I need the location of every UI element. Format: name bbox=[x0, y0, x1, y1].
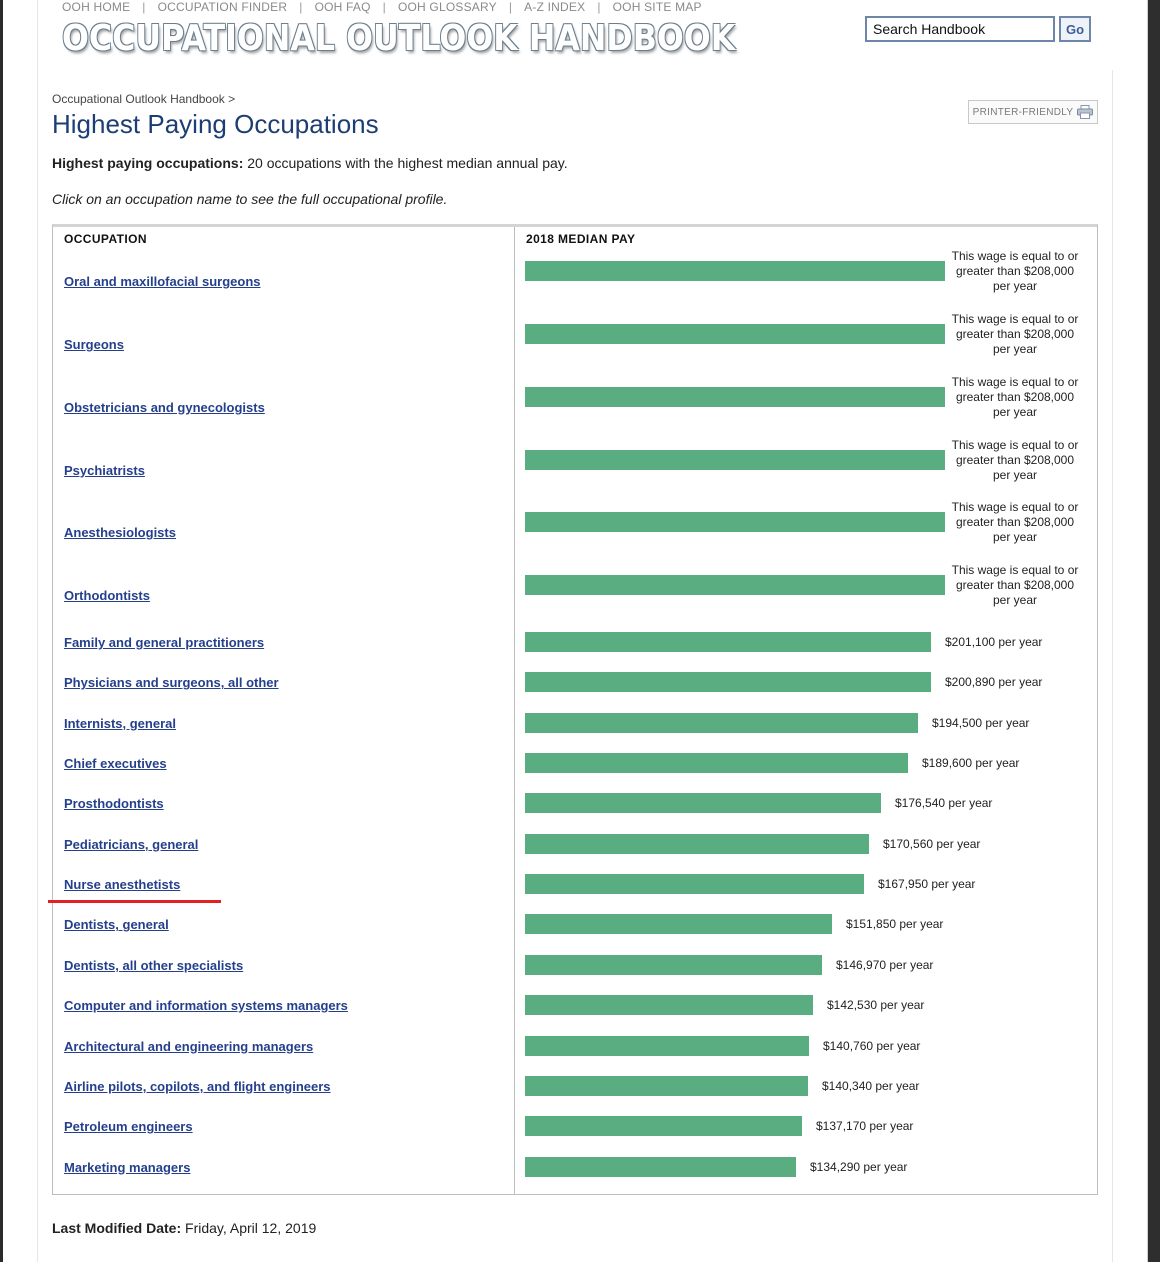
pay-label: $170,560 per year bbox=[883, 836, 981, 851]
pay-bar bbox=[525, 512, 945, 532]
pay-bar bbox=[525, 575, 945, 595]
pay-label: $146,970 per year bbox=[836, 957, 934, 972]
header-occupation: OCCUPATION bbox=[64, 232, 147, 246]
occupation-link[interactable]: Internists, general bbox=[64, 715, 176, 731]
printer-friendly-label: PRINTER-FRIENDLY bbox=[972, 106, 1074, 118]
header-median-pay: 2018 MEDIAN PAY bbox=[526, 232, 636, 246]
pay-bar bbox=[525, 450, 945, 470]
occupation-link[interactable]: Orthodontists bbox=[64, 588, 150, 603]
pay-bar bbox=[525, 1075, 808, 1096]
pay-label: $200,890 per year bbox=[945, 675, 1043, 690]
pay-bar bbox=[525, 914, 832, 935]
window-edge-line bbox=[1147, 0, 1148, 1262]
occupation-link[interactable]: Physicians and surgeons, all other bbox=[64, 675, 279, 691]
occupation-link[interactable]: Petroleum engineers bbox=[64, 1119, 193, 1135]
pay-label: $140,340 per year bbox=[822, 1078, 920, 1093]
nav-a-z-index[interactable]: A-Z INDEX bbox=[524, 0, 586, 14]
hint-text: Click on an occupation name to see the f… bbox=[52, 191, 448, 207]
pay-label: $151,850 per year bbox=[846, 917, 944, 932]
occupation-link[interactable]: Psychiatrists bbox=[64, 463, 145, 478]
occupation-link[interactable]: Airline pilots, copilots, and flight eng… bbox=[64, 1078, 331, 1094]
last-modified: Last Modified Date: Friday, April 12, 20… bbox=[52, 1220, 317, 1236]
occupation-link[interactable]: Dentists, general bbox=[64, 917, 169, 933]
pay-bar bbox=[525, 672, 931, 693]
pay-label: $194,500 per year bbox=[932, 715, 1030, 730]
occupation-link[interactable]: Surgeons bbox=[64, 337, 124, 352]
nav-occupation-finder[interactable]: OCCUPATION FINDER bbox=[157, 0, 288, 14]
occupation-link[interactable]: Chief executives bbox=[64, 756, 167, 772]
pay-label: $137,170 per year bbox=[816, 1119, 914, 1134]
pay-bar bbox=[525, 632, 931, 652]
pay-bar bbox=[525, 324, 945, 344]
printer-friendly-button[interactable]: PRINTER-FRIENDLY bbox=[968, 100, 1098, 124]
pay-bar bbox=[525, 712, 918, 733]
occupation-link[interactable]: Architectural and engineering managers bbox=[64, 1038, 314, 1054]
pay-bar bbox=[525, 387, 945, 407]
site-logo[interactable]: OCCUPATIONAL OUTLOOK HANDBOOK bbox=[62, 18, 736, 59]
pay-table: OCCUPATION 2018 MEDIAN PAY Oral and maxi… bbox=[52, 224, 1098, 1195]
pay-label: This wage is equal to or greater than $2… bbox=[951, 249, 1079, 293]
top-nav: OOH HOME | OCCUPATION FINDER | OOH FAQ | OO… bbox=[62, 0, 702, 14]
nav-ooh-site-map[interactable]: OOH SITE MAP bbox=[612, 0, 702, 14]
pay-bar bbox=[525, 1035, 809, 1056]
occupation-link[interactable]: Prosthodontists bbox=[64, 796, 164, 812]
occupation-link[interactable]: Obstetricians and gynecologists bbox=[64, 400, 265, 415]
pay-label: $201,100 per year bbox=[945, 635, 1043, 649]
pay-label: $134,290 per year bbox=[810, 1159, 908, 1174]
go-button[interactable]: Go bbox=[1059, 16, 1091, 42]
pay-bar bbox=[525, 954, 822, 975]
window-edge-right bbox=[1148, 0, 1160, 1262]
pay-bar bbox=[525, 995, 813, 1016]
pay-label: This wage is equal to or greater than $2… bbox=[951, 563, 1079, 607]
occupation-link[interactable]: Computer and information systems manager… bbox=[64, 998, 348, 1014]
pay-bar bbox=[525, 261, 945, 281]
pay-label: $176,540 per year bbox=[895, 796, 993, 811]
nav-ooh-faq[interactable]: OOH FAQ bbox=[314, 0, 371, 14]
page-border-left bbox=[37, 0, 38, 1262]
occupation-link[interactable]: Pediatricians, general bbox=[64, 836, 199, 852]
pay-label: This wage is equal to or greater than $2… bbox=[951, 375, 1079, 419]
nav-ooh-glossary[interactable]: OOH GLOSSARY bbox=[397, 0, 497, 14]
intro-text: Highest paying occupations: 20 occupatio… bbox=[52, 155, 568, 171]
pay-label: $189,600 per year bbox=[922, 756, 1020, 771]
pay-label: This wage is equal to or greater than $2… bbox=[951, 438, 1079, 482]
window-edge-left bbox=[0, 0, 3, 1262]
page-border-right bbox=[1112, 70, 1113, 1262]
pay-bar bbox=[525, 793, 881, 814]
red-annotation-underline bbox=[48, 900, 221, 903]
pay-bar bbox=[525, 874, 864, 895]
occupation-link[interactable]: Family and general practitioners bbox=[64, 635, 265, 650]
pay-bar bbox=[525, 833, 869, 854]
nav-ooh-home[interactable]: OOH HOME bbox=[62, 0, 131, 14]
occupation-link[interactable]: Anesthesiologists bbox=[64, 525, 176, 540]
pay-bar bbox=[525, 753, 908, 774]
search-bar: Go bbox=[865, 16, 1091, 42]
pay-label: $167,950 per year bbox=[878, 877, 976, 892]
search-input[interactable] bbox=[865, 16, 1055, 42]
occupation-link[interactable]: Oral and maxillofacial surgeons bbox=[64, 274, 261, 289]
page-title: Highest Paying Occupations bbox=[52, 109, 379, 139]
breadcrumb[interactable]: Occupational Outlook Handbook > bbox=[52, 92, 236, 106]
pay-label: $140,760 per year bbox=[823, 1038, 921, 1053]
printer-icon bbox=[1077, 105, 1094, 119]
pay-bar bbox=[525, 1156, 796, 1177]
pay-label: This wage is equal to or greater than $2… bbox=[951, 312, 1079, 356]
pay-label: $142,530 per year bbox=[827, 998, 925, 1013]
pay-bar bbox=[525, 1116, 802, 1137]
occupation-link[interactable]: Dentists, all other specialists bbox=[64, 957, 244, 973]
occupation-link[interactable]: Marketing managers bbox=[64, 1159, 191, 1175]
column-divider bbox=[514, 227, 515, 1194]
occupation-link[interactable]: Nurse anesthetists bbox=[64, 877, 181, 893]
pay-label: This wage is equal to or greater than $2… bbox=[951, 500, 1079, 544]
